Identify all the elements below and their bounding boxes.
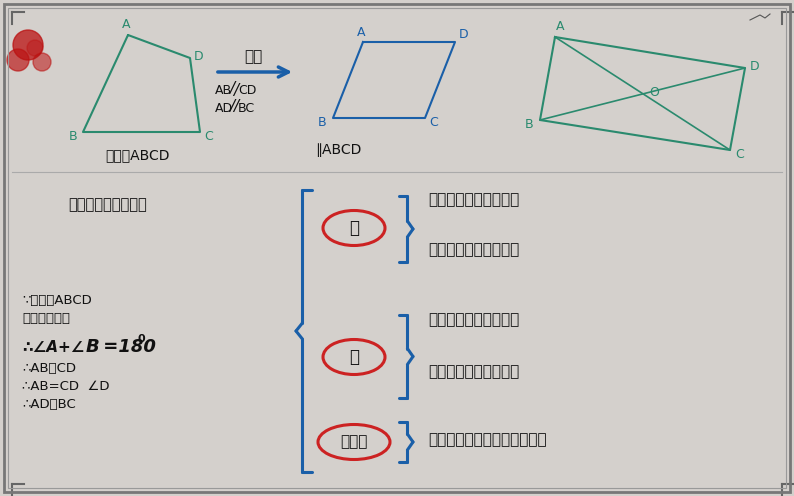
Text: BC: BC	[238, 102, 255, 115]
Text: CD: CD	[238, 83, 256, 97]
Text: C: C	[430, 117, 438, 129]
Text: /: /	[229, 80, 234, 96]
Text: B: B	[69, 129, 77, 142]
Text: ∴∠A+∠: ∴∠A+∠	[22, 339, 84, 355]
Text: 0: 0	[138, 334, 145, 344]
Text: AB: AB	[215, 83, 232, 97]
Text: D: D	[459, 27, 468, 41]
Text: /: /	[233, 82, 238, 98]
Text: D: D	[195, 50, 204, 62]
Text: ∴AB=CD  ∠D: ∴AB=CD ∠D	[22, 379, 110, 392]
Text: B: B	[525, 119, 534, 131]
Text: 平行四边形的对边相等: 平行四边形的对边相等	[428, 243, 519, 257]
Text: /: /	[233, 99, 238, 114]
Circle shape	[13, 30, 43, 60]
Text: 边: 边	[349, 219, 359, 237]
Text: A: A	[357, 25, 365, 39]
Text: D: D	[750, 60, 760, 72]
Text: ∵四边形ABCD: ∵四边形ABCD	[22, 294, 92, 307]
Text: ∴AB／CD: ∴AB／CD	[22, 362, 76, 374]
Circle shape	[27, 40, 43, 56]
Text: ∴AD／BC: ∴AD／BC	[22, 397, 75, 411]
Text: 是平行四边形: 是平行四边形	[22, 311, 70, 324]
Text: A: A	[121, 18, 130, 32]
Text: C: C	[735, 148, 745, 162]
Text: ∥ABCD: ∥ABCD	[314, 143, 361, 157]
Text: B: B	[318, 116, 326, 128]
Text: C: C	[205, 129, 214, 142]
Text: A: A	[556, 20, 565, 34]
Text: O: O	[649, 86, 659, 100]
Text: 平行四边形的邻角互补: 平行四边形的邻角互补	[428, 365, 519, 379]
Text: =180: =180	[97, 338, 156, 356]
Text: 对角线: 对角线	[341, 434, 368, 449]
Text: 四边形ABCD: 四边形ABCD	[106, 148, 170, 162]
Text: 如果: 如果	[244, 50, 262, 64]
Circle shape	[7, 49, 29, 71]
Text: 平行四边形的对角相等: 平行四边形的对角相等	[428, 312, 519, 327]
Text: 平行四边形的对角线互相平分: 平行四边形的对角线互相平分	[428, 433, 546, 447]
Text: AD: AD	[215, 102, 233, 115]
Circle shape	[33, 53, 51, 71]
Text: 平行四边形的性质：: 平行四边形的性质：	[68, 197, 148, 212]
Text: 平行四边形的对边平行: 平行四边形的对边平行	[428, 192, 519, 207]
Text: /: /	[229, 99, 234, 114]
Text: 角: 角	[349, 348, 359, 366]
Text: B: B	[86, 338, 100, 356]
